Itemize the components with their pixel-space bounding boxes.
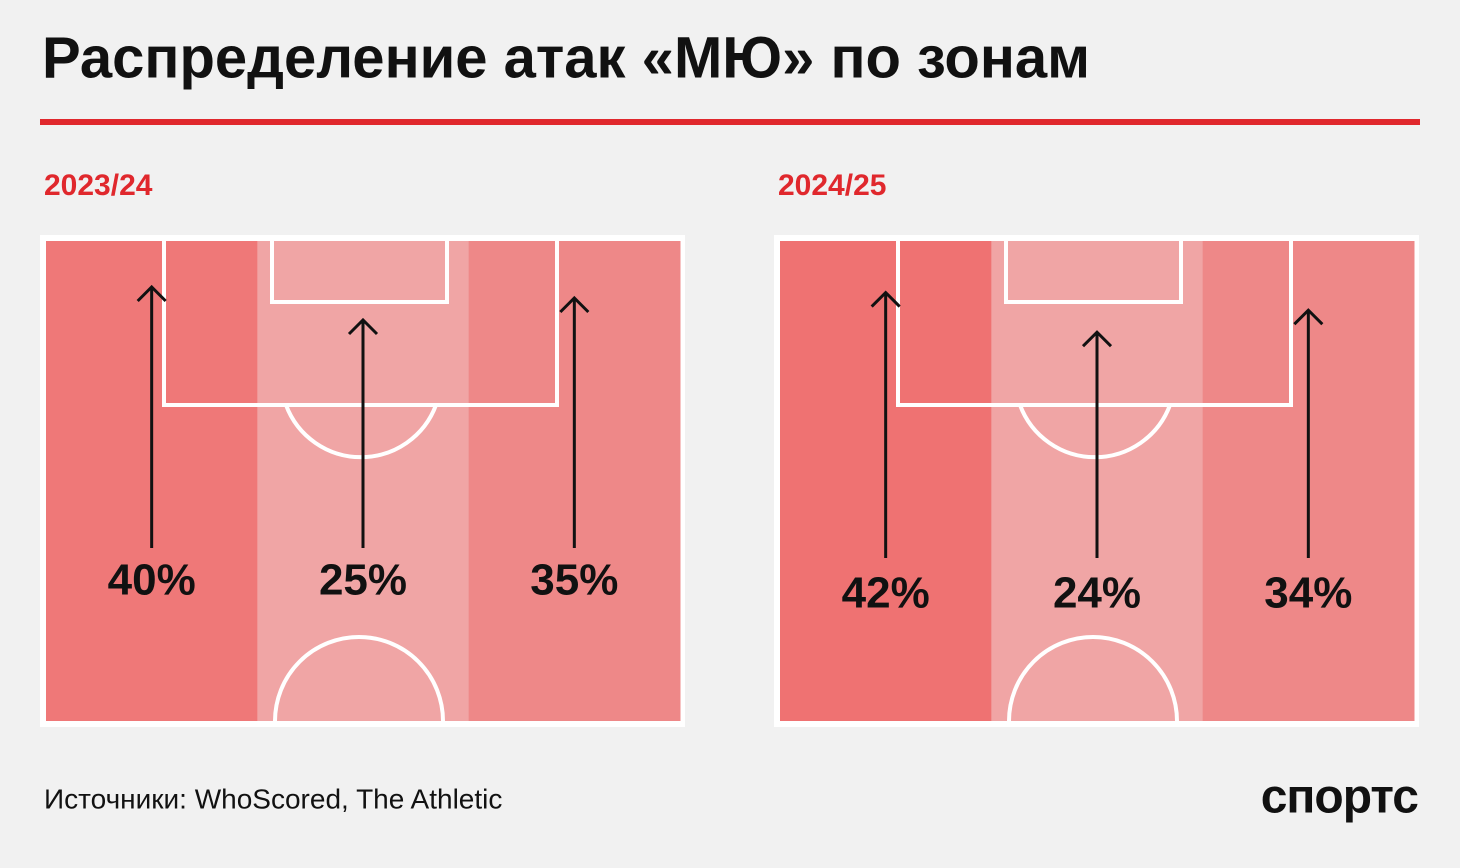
penalty-box (896, 241, 1293, 407)
arrow (559, 295, 590, 548)
goal-box (1004, 241, 1183, 304)
value-label: 42% (842, 569, 930, 618)
penalty-arc (284, 404, 438, 460)
source: Источники: WhoScored, The Athletic (44, 783, 502, 814)
arrow (870, 290, 901, 558)
arrow (347, 317, 379, 548)
value-label: 24% (1053, 569, 1141, 618)
chart: 2024/25 42% 24% 34% (774, 169, 1419, 727)
value-label: 25% (319, 556, 407, 605)
title-rule (40, 119, 1420, 125)
arrow (136, 284, 167, 548)
page-title: Распределение атак «МЮ» по зонам (42, 25, 1090, 90)
logo: спортс (1261, 771, 1419, 824)
chart-subtitle: 2023/24 (44, 169, 153, 202)
arrow-head (1081, 330, 1113, 348)
arrow-head (870, 290, 901, 308)
arrow-head (136, 284, 167, 303)
value-label: 40% (108, 556, 196, 605)
center-circle (273, 635, 445, 722)
chart-subtitle: 2024/25 (778, 169, 886, 202)
chart: 2023/24 40% 25% 35% (40, 169, 685, 727)
center-circle (1007, 635, 1179, 722)
penalty-arc (1018, 404, 1172, 460)
arrow-head (347, 317, 379, 336)
value-label: 35% (530, 556, 618, 605)
value-label: 34% (1264, 569, 1352, 618)
arrow-head (1293, 308, 1324, 326)
penalty-box (162, 241, 559, 407)
arrow (1293, 308, 1324, 558)
arrow (1081, 330, 1113, 558)
arrow-head (559, 295, 590, 314)
goal-box (270, 241, 449, 304)
